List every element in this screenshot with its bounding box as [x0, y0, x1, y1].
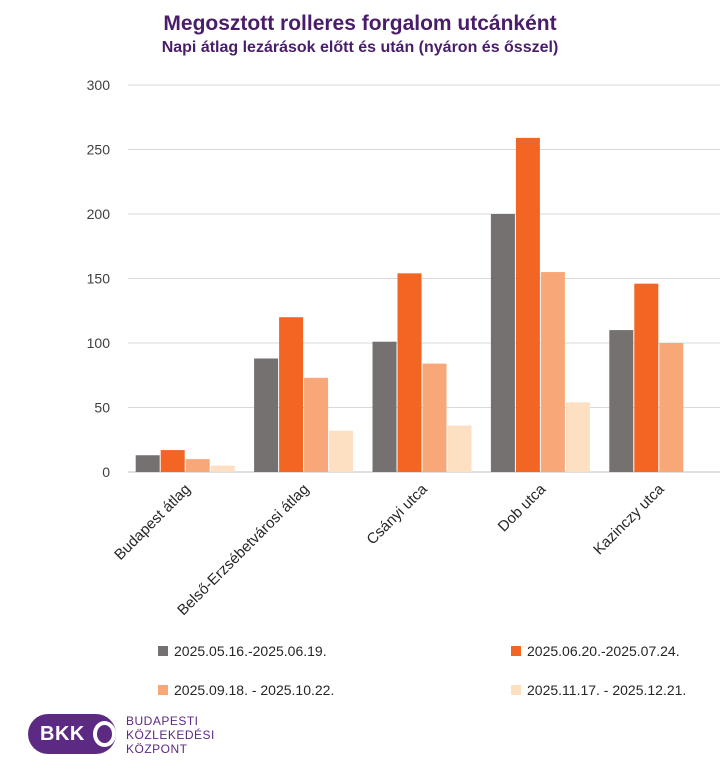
bar	[490, 214, 515, 472]
legend-swatch-1	[158, 646, 168, 656]
bar	[304, 377, 329, 472]
chart-title: Megosztott rolleres forgalom utcánként	[163, 12, 557, 35]
x-tick-label: Belső-Erzsébetvárosi átlag	[174, 481, 312, 619]
legend-swatch-2	[511, 646, 521, 656]
bar	[565, 402, 590, 472]
legend-item-3: 2025.09.18. - 2025.10.22.	[158, 682, 334, 698]
bar	[659, 343, 684, 472]
y-tick-label: 200	[87, 206, 111, 222]
legend-item-4: 2025.11.17. - 2025.12.21.	[511, 682, 686, 698]
chart-subtitle: Napi átlag lezárások előtt és után (nyár…	[161, 39, 559, 56]
legend-swatch-4	[511, 685, 521, 695]
bkk-logo-ring-icon	[92, 721, 116, 747]
legend-label-3: 2025.09.18. - 2025.10.22.	[174, 682, 335, 698]
x-tick-label: Budapest átlag	[111, 481, 194, 564]
bar	[329, 430, 354, 472]
bar	[210, 465, 235, 472]
bar	[279, 317, 304, 472]
y-tick-label: 100	[87, 335, 111, 351]
y-tick-label: 150	[87, 271, 111, 287]
org-line-2: KÖZLEKEDÉSI	[126, 728, 215, 742]
x-tick-label: Dob utca	[495, 480, 550, 535]
bar	[540, 272, 565, 472]
bar	[135, 455, 160, 472]
bkk-logo: BKK	[28, 714, 116, 754]
bar	[372, 341, 397, 472]
organization-name: BUDAPESTI KÖZLEKEDÉSI KÖZPONT	[126, 714, 215, 756]
legend-item-2: 2025.06.20.-2025.07.24.	[511, 643, 680, 659]
org-line-1: BUDAPESTI	[126, 714, 199, 728]
bar	[397, 273, 422, 472]
legend-label-2: 2025.06.20.-2025.07.24.	[527, 643, 680, 659]
x-tick-label: Kazinczy utca	[590, 480, 668, 558]
bar	[185, 459, 210, 472]
y-tick-label: 50	[94, 400, 110, 416]
legend-label-4: 2025.11.17. - 2025.12.21.	[527, 682, 687, 698]
bar	[634, 283, 659, 472]
bar	[515, 137, 540, 472]
y-tick-label: 250	[87, 142, 111, 158]
x-tick-label: Csányi utca	[363, 480, 431, 548]
org-line-3: KÖZPONT	[126, 742, 188, 756]
bar	[254, 358, 279, 472]
bar-chart: 0 50 100 150 200 250 300 Budapest átlagBelső-Er…	[87, 77, 720, 619]
bar	[160, 450, 185, 472]
y-tick-label: 300	[87, 77, 111, 93]
bar	[422, 363, 447, 472]
legend-item-1: 2025.05.16.-2025.06.19.	[158, 643, 327, 659]
legend-swatch-3	[158, 685, 168, 695]
bkk-logo-text: BKK	[40, 722, 85, 745]
bar	[609, 330, 634, 472]
bar	[447, 425, 472, 472]
legend-label-1: 2025.05.16.-2025.06.19.	[174, 643, 327, 659]
y-tick-label: 0	[102, 464, 110, 480]
